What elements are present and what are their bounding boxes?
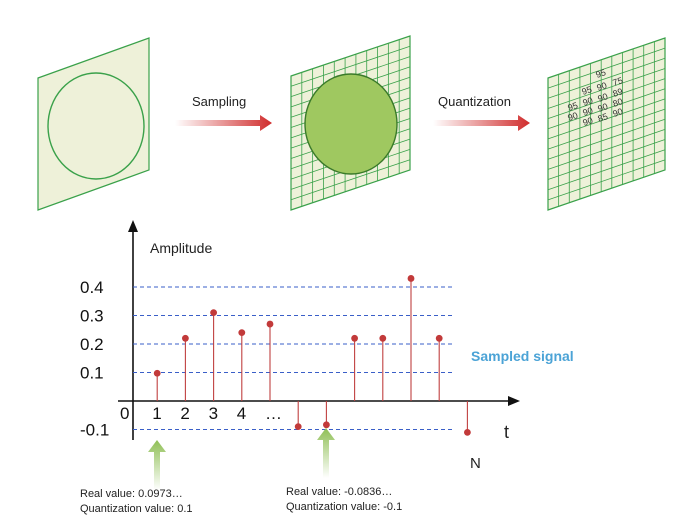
quantization-grid [547, 41, 666, 207]
sample-point-10 [407, 275, 415, 282]
end-sample-label: N [470, 455, 481, 472]
grid-value: 90 [581, 105, 594, 118]
annotation-2-quant: Quantization value: -0.1 [286, 501, 402, 513]
grid-value: 90 [581, 95, 594, 108]
signal-stems [153, 275, 471, 436]
grid-value: 75 [611, 75, 624, 88]
sample-point-1 [153, 369, 161, 377]
continuous-image-panel [37, 37, 150, 211]
sampled-image-panel [290, 35, 411, 211]
grid3-row-line [547, 47, 666, 89]
y-axis-label: Amplitude [150, 240, 212, 256]
grid3-row-line [547, 108, 666, 150]
sampled-signal-label: Sampled signal [471, 348, 574, 364]
grid-value: 90 [595, 80, 608, 93]
sample-point-12 [464, 428, 471, 436]
grid3-row-line [547, 159, 666, 201]
x-tick-5: … [265, 404, 282, 423]
annotation-1-real: Real value: 0.0973… [80, 488, 183, 500]
sample-point-5 [266, 320, 274, 328]
quantization-label: Quantization [438, 94, 511, 109]
grid3-row-line [547, 129, 666, 170]
y-tick--0.1: -0.1 [80, 421, 109, 440]
grid3-row-line [547, 78, 666, 119]
grid3-row-line [547, 149, 666, 191]
grid2-row-line [290, 159, 411, 201]
x-tick-2: 2 [180, 404, 189, 423]
sample-point-9 [379, 334, 387, 342]
sample-point-2 [182, 334, 189, 342]
y-tick-0.1: 0.1 [80, 364, 104, 383]
quantization-arrow: Quantization [433, 94, 530, 131]
grid-value: 80 [611, 96, 624, 109]
horizontal-gridlines [133, 286, 455, 430]
grid-value: 90 [596, 91, 609, 104]
grid-value: 90 [611, 106, 624, 119]
y-axis-arrowhead [128, 220, 138, 232]
x-tick-1: 1 [152, 404, 161, 423]
y-tick-0.2: 0.2 [80, 335, 104, 354]
quantization-arrow-icon [433, 115, 530, 131]
x-tick-3: 3 [209, 404, 218, 423]
grid-value: 89 [611, 86, 624, 99]
grid-value: 95 [566, 100, 579, 113]
y-tick-labels: 0.4 0.3 0.2 0.1 -0.1 [80, 278, 109, 440]
x-tick-4: 4 [237, 404, 246, 423]
grid3-row-line [547, 57, 666, 99]
grid3-row-line [547, 139, 666, 180]
annotation-2: Real value: -0.0836… Quantization value:… [286, 486, 402, 513]
circle-outline [47, 72, 145, 180]
callout-arrow-2-icon [317, 428, 335, 478]
sample-point-11 [435, 334, 443, 342]
sampling-label: Sampling [192, 94, 246, 109]
sample-point-6 [294, 423, 302, 431]
grid3-row-line [547, 118, 666, 160]
x-axis-label: t [504, 422, 509, 442]
sampling-arrow-icon [175, 115, 272, 131]
y-tick-0.3: 0.3 [80, 307, 104, 326]
sampling-arrow: Sampling [175, 94, 272, 131]
grid3-row-line [547, 68, 666, 109]
sample-point-4 [238, 329, 246, 336]
grid-value: 85 [596, 111, 609, 124]
origin-label: 0 [120, 404, 129, 423]
grid-value: 90 [581, 115, 594, 128]
grid3-row-line [547, 88, 666, 130]
panel-3-frame [547, 37, 666, 211]
circle-sampled [304, 73, 398, 175]
annotation-1: Real value: 0.0973… Quantization value: … [80, 488, 193, 515]
y-tick-0.4: 0.4 [80, 278, 104, 297]
annotation-2-real: Real value: -0.0836… [286, 486, 392, 498]
grid-value: 90 [566, 110, 579, 123]
grid-value: 95 [594, 67, 607, 80]
callout-arrow-1-icon [148, 440, 166, 490]
grid-value: 90 [596, 101, 609, 114]
x-axis-arrowhead [508, 396, 520, 406]
grid3-row-line [547, 98, 666, 140]
sample-point-3 [210, 309, 218, 317]
x-tick-labels: 1 2 3 4 … [152, 404, 282, 423]
sample-point-8 [351, 334, 358, 342]
stem-chart: Amplitude t 0 0.4 0.3 0.2 0.1 -0.1 1 2 3 4 … N S… [80, 220, 574, 490]
sample-point-7 [323, 421, 330, 429]
annotation-1-quant: Quantization value: 0.1 [80, 503, 193, 515]
grid2-row-line [290, 45, 411, 87]
grid-value: 95 [580, 84, 593, 97]
